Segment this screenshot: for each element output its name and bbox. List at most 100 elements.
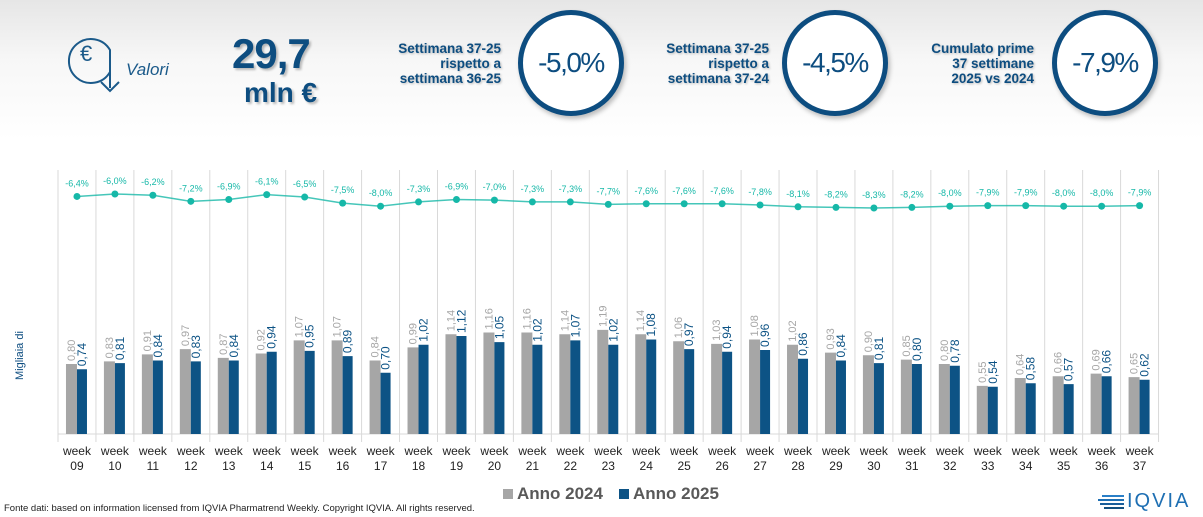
bar-2025 bbox=[835, 360, 846, 434]
bar-2024 bbox=[407, 347, 419, 434]
bar-label-2025: 0,81 bbox=[872, 336, 886, 360]
x-tick-label: 16 bbox=[336, 459, 350, 473]
total-value: 29,7 bbox=[232, 30, 311, 77]
line-point-label: -7,2% bbox=[179, 183, 203, 193]
total-unit: mln € bbox=[244, 77, 318, 108]
x-tick-label: 22 bbox=[564, 459, 578, 473]
kpi-label-line: 2025 vs 2024 bbox=[951, 71, 1034, 86]
x-tick-label: 23 bbox=[602, 459, 616, 473]
bar-label-2024: 1,14 bbox=[445, 310, 457, 331]
line-point bbox=[870, 204, 878, 212]
legend-label-2025: Anno 2025 bbox=[632, 484, 719, 503]
bar-label-2024: 1,16 bbox=[483, 308, 495, 329]
bar-2024 bbox=[1052, 376, 1064, 434]
x-tick-label: week bbox=[479, 444, 509, 458]
iqvia-logo-text: IQVIA bbox=[1127, 490, 1191, 512]
bar-2025 bbox=[987, 386, 998, 434]
bar-label-2024: 0,80 bbox=[939, 340, 951, 361]
bar-2024 bbox=[521, 332, 533, 434]
bar-label-2024: 0,97 bbox=[180, 325, 192, 346]
bar-2025 bbox=[190, 361, 201, 434]
x-tick-label: week bbox=[821, 444, 851, 458]
x-tick-label: week bbox=[366, 444, 396, 458]
kpi-label-line: Settimana 37-25 bbox=[398, 41, 501, 56]
chart-legend: Anno 2024 Anno 2025 bbox=[503, 484, 719, 504]
bar-2025 bbox=[494, 342, 505, 434]
line-point bbox=[415, 198, 423, 206]
bar-2024 bbox=[331, 340, 343, 434]
bar-2025 bbox=[722, 351, 733, 434]
kpi-label-line: settimana 37-24 bbox=[667, 71, 769, 86]
bar-label-2024: 1,16 bbox=[521, 308, 533, 329]
svg-text:€: € bbox=[80, 41, 92, 66]
x-tick-label: week bbox=[973, 444, 1003, 458]
bar-2024 bbox=[103, 361, 115, 434]
bar-label-2024: 0,99 bbox=[408, 323, 420, 344]
line-point bbox=[1060, 202, 1068, 210]
bar-label-2025: 0,70 bbox=[379, 346, 393, 370]
line-point bbox=[1098, 202, 1106, 210]
bar-2024 bbox=[900, 359, 912, 434]
x-tick-label: 13 bbox=[222, 459, 236, 473]
kpi-value-yoy: -4,5% bbox=[802, 47, 869, 78]
bar-label-2024: 1,08 bbox=[749, 315, 761, 336]
bar-label-2025: 0,84 bbox=[151, 334, 165, 358]
legend-item-2025: Anno 2025 bbox=[618, 484, 719, 504]
bar-label-2025: 0,80 bbox=[910, 337, 924, 361]
bar-2024 bbox=[1014, 378, 1026, 434]
bar-2024 bbox=[787, 344, 799, 434]
bar-label-2025: 1,02 bbox=[417, 318, 431, 342]
x-tick-label: 36 bbox=[1095, 459, 1109, 473]
bar-2025 bbox=[798, 358, 809, 434]
line-point bbox=[984, 202, 992, 210]
x-tick-label: week bbox=[290, 444, 320, 458]
bar-label-2024: 0,80 bbox=[66, 340, 78, 361]
line-point bbox=[339, 199, 347, 207]
line-point-label: -8,3% bbox=[862, 190, 886, 200]
bar-2025 bbox=[532, 344, 543, 434]
line-point-label: -7,5% bbox=[331, 185, 355, 195]
bar-label-2024: 1,14 bbox=[559, 310, 571, 331]
bar-label-2025: 0,58 bbox=[1024, 357, 1038, 381]
x-tick-label: 17 bbox=[374, 459, 388, 473]
line-point bbox=[642, 200, 650, 208]
bar-2024 bbox=[179, 349, 191, 434]
bar-2025 bbox=[76, 369, 87, 434]
bar-label-2025: 1,02 bbox=[606, 318, 620, 342]
bar-2025 bbox=[1025, 383, 1036, 434]
x-tick-label: 31 bbox=[905, 459, 919, 473]
bar-2024 bbox=[824, 352, 836, 434]
line-point-label: -6,0% bbox=[103, 176, 127, 186]
bar-2024 bbox=[217, 357, 229, 434]
bar-2025 bbox=[228, 360, 239, 434]
bar-2024 bbox=[369, 360, 381, 434]
x-tick-label: week bbox=[517, 444, 547, 458]
line-point-label: -6,1% bbox=[255, 177, 279, 187]
line-point-label: -7,9% bbox=[976, 188, 1000, 198]
bar-2025 bbox=[570, 340, 581, 434]
bar-label-2025: 1,08 bbox=[644, 313, 658, 337]
bar-label-2025: 0,83 bbox=[189, 335, 203, 359]
bar-2025 bbox=[418, 344, 429, 434]
bar-label-2024: 0,84 bbox=[370, 336, 382, 357]
bar-label-2025: 0,62 bbox=[1138, 353, 1152, 377]
category-label: Valori bbox=[126, 60, 169, 79]
bar-label-2024: 0,91 bbox=[142, 330, 154, 351]
x-tick-label: 37 bbox=[1133, 459, 1147, 473]
bar-2024 bbox=[976, 385, 988, 434]
line-point bbox=[756, 201, 764, 209]
kpi-label-line: settimana 36-25 bbox=[399, 71, 501, 86]
line-point bbox=[111, 190, 119, 198]
legend-swatch-2024 bbox=[503, 489, 513, 499]
kpi-circle-yoy: -4,5% bbox=[782, 10, 888, 116]
x-tick-label: 21 bbox=[526, 459, 540, 473]
bar-2024 bbox=[293, 340, 305, 434]
line-point-label: -8,2% bbox=[900, 189, 924, 199]
x-tick-label: 34 bbox=[1019, 459, 1033, 473]
bar-label-2025: 0,84 bbox=[227, 334, 241, 358]
x-tick-label: week bbox=[1087, 444, 1117, 458]
line-point-label: -8,0% bbox=[1052, 188, 1076, 198]
x-tick-label: 33 bbox=[981, 459, 995, 473]
bar-2024 bbox=[65, 364, 77, 434]
bar-2025 bbox=[684, 349, 695, 434]
